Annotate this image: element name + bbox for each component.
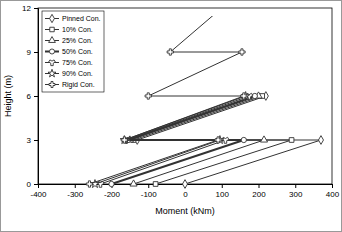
legend-marker bbox=[49, 60, 56, 66]
y-tick-label: 3 bbox=[27, 136, 32, 145]
legend-label: 75% Con. bbox=[62, 59, 93, 66]
series-marker bbox=[121, 137, 127, 143]
series-marker bbox=[260, 136, 267, 142]
series-marker bbox=[167, 49, 173, 55]
y-tick: 12 bbox=[22, 4, 38, 13]
y-tick: 0 bbox=[27, 180, 38, 189]
series-marker bbox=[182, 180, 187, 189]
x-tick-label: -100 bbox=[141, 190, 158, 199]
legend-label: 90% Con. bbox=[62, 70, 93, 77]
x-tick-label: -400 bbox=[30, 190, 47, 199]
x-tick-label: 0 bbox=[183, 190, 188, 199]
x-tick-label: 200 bbox=[252, 190, 266, 199]
series-marker bbox=[222, 137, 229, 143]
series-marker bbox=[241, 137, 246, 142]
legend-marker bbox=[50, 27, 54, 31]
legend-label: Pinned Con. bbox=[62, 15, 101, 22]
x-tick-label: -300 bbox=[67, 190, 84, 199]
legend-marker bbox=[48, 69, 56, 77]
series-marker bbox=[216, 136, 224, 144]
series-marker bbox=[241, 92, 249, 100]
plot: -400 -300 -200 -100 0 100 200 300 400 0 3 6 9 12 bbox=[22, 4, 340, 199]
x-tick-label: -200 bbox=[104, 190, 121, 199]
y-tick-mark bbox=[34, 8, 38, 9]
x-tick-mark bbox=[222, 184, 223, 188]
series-marker bbox=[145, 93, 151, 99]
series-marker bbox=[241, 93, 247, 99]
y-tick-mark bbox=[34, 52, 38, 53]
y-tick-mark bbox=[34, 96, 38, 97]
marks bbox=[86, 16, 323, 188]
y-axis-title: Height (m) bbox=[3, 75, 13, 117]
legend-box bbox=[42, 11, 104, 92]
outer-frame bbox=[1, 1, 342, 232]
y-tick: 6 bbox=[27, 92, 38, 101]
series-marker bbox=[239, 49, 245, 55]
x-tick: -300 bbox=[67, 184, 84, 199]
series-marker bbox=[215, 137, 221, 143]
x-tick: 400 bbox=[326, 184, 340, 199]
y-tick-mark bbox=[34, 140, 38, 141]
x-tick-label: 300 bbox=[289, 190, 303, 199]
series-marker bbox=[252, 93, 257, 98]
legend-marker bbox=[50, 14, 55, 22]
series-line bbox=[89, 16, 243, 184]
x-tick-mark bbox=[75, 184, 76, 188]
x-tick: 200 bbox=[252, 184, 266, 199]
series-marker bbox=[153, 182, 158, 187]
y-tick: 9 bbox=[27, 48, 38, 57]
y-tick-label: 6 bbox=[27, 92, 32, 101]
legend-marker bbox=[49, 49, 54, 54]
x-tick: -400 bbox=[30, 184, 47, 199]
legend-label: Rigid Con. bbox=[62, 81, 95, 89]
legend-label: 10% Con. bbox=[62, 26, 93, 33]
x-tick-mark bbox=[332, 184, 333, 188]
series-marker bbox=[289, 138, 294, 143]
series-marker bbox=[109, 181, 114, 186]
series-marker bbox=[86, 181, 92, 187]
chart-container: -400 -300 -200 -100 0 100 200 300 400 0 3 6 9 12 Momen… bbox=[0, 0, 342, 232]
y-axis: 0 3 6 9 12 bbox=[22, 4, 38, 189]
legend-marker bbox=[49, 82, 55, 88]
x-axis-title: Moment (kNm) bbox=[155, 206, 215, 216]
chart-svg: -400 -300 -200 -100 0 100 200 300 400 0 3 6 9 12 Momen… bbox=[0, 0, 342, 232]
plot-frame bbox=[38, 8, 332, 184]
legend-marker bbox=[49, 37, 56, 43]
y-tick-mark bbox=[34, 184, 38, 185]
legend: Pinned Con. 10% Con. 25% Con. 50% Con. 75% C… bbox=[42, 11, 104, 92]
x-tick-mark bbox=[295, 184, 296, 188]
x-tick: 100 bbox=[216, 184, 230, 199]
x-tick-mark bbox=[259, 184, 260, 188]
x-tick-label: 400 bbox=[326, 190, 340, 199]
series-marker bbox=[318, 136, 323, 145]
series-marker bbox=[130, 180, 137, 186]
y-tick: 3 bbox=[27, 136, 38, 145]
y-tick-label: 9 bbox=[27, 48, 32, 57]
y-tick-label: 0 bbox=[27, 180, 32, 189]
legend-label: 25% Con. bbox=[62, 37, 93, 44]
x-tick: 300 bbox=[289, 184, 303, 199]
series-marker bbox=[120, 136, 128, 144]
x-tick-mark bbox=[148, 184, 149, 188]
x-tick-label: 100 bbox=[216, 190, 230, 199]
legend-label: 50% Con. bbox=[62, 48, 93, 55]
y-tick-label: 12 bbox=[22, 4, 31, 13]
